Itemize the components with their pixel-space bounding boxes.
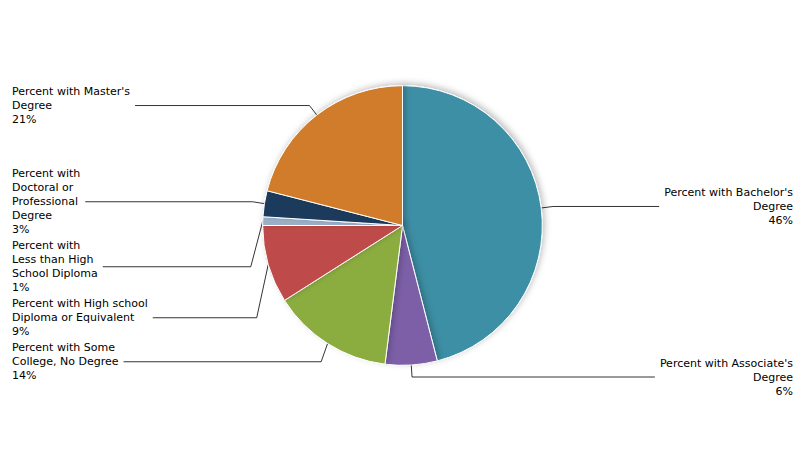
svg-text:Percent with Bachelor's: Percent with Bachelor's: [664, 186, 793, 199]
svg-text:Percent with Some: Percent with Some: [12, 341, 115, 354]
svg-text:Degree: Degree: [753, 200, 793, 213]
svg-text:3%: 3%: [12, 223, 29, 236]
svg-text:School Diploma: School Diploma: [12, 267, 98, 280]
svg-text:Professional: Professional: [12, 195, 78, 208]
svg-text:21%: 21%: [12, 113, 36, 126]
svg-text:46%: 46%: [769, 214, 793, 227]
svg-text:Doctoral or: Doctoral or: [12, 181, 74, 194]
svg-text:Percent with: Percent with: [12, 239, 80, 252]
svg-text:Percent with Master's: Percent with Master's: [12, 85, 130, 98]
svg-text:College, No Degree: College, No Degree: [12, 355, 119, 368]
svg-text:Percent with High school: Percent with High school: [12, 297, 148, 310]
svg-text:Less than High: Less than High: [12, 253, 93, 266]
svg-text:14%: 14%: [12, 369, 36, 382]
svg-text:9%: 9%: [12, 325, 29, 338]
svg-text:Percent with: Percent with: [12, 167, 80, 180]
svg-text:Diploma or Equivalent: Diploma or Equivalent: [12, 311, 135, 324]
svg-text:Degree: Degree: [12, 99, 52, 112]
svg-text:6%: 6%: [776, 385, 793, 398]
svg-text:Degree: Degree: [12, 209, 52, 222]
svg-text:1%: 1%: [12, 281, 29, 294]
svg-text:Percent with Associate's: Percent with Associate's: [660, 357, 793, 370]
svg-text:Degree: Degree: [753, 371, 793, 384]
